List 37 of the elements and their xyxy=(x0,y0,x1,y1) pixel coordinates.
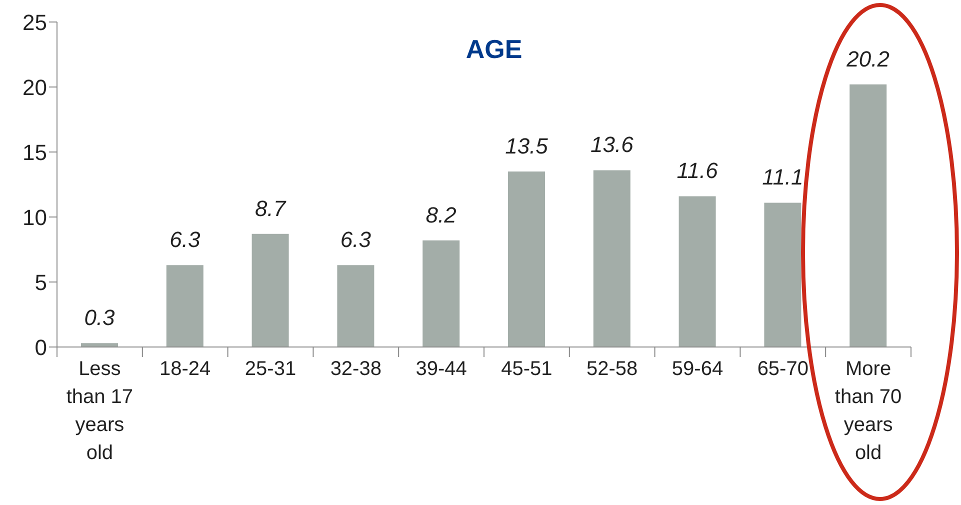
data-label: 6.3 xyxy=(170,227,201,252)
data-label: 20.2 xyxy=(846,46,890,72)
bar xyxy=(508,172,545,347)
x-tick-label: 39-44 xyxy=(416,358,467,380)
y-tick-label: 20 xyxy=(22,74,47,100)
data-label: 0.3 xyxy=(84,305,116,330)
data-label: 6.3 xyxy=(340,227,372,252)
data-label: 13.5 xyxy=(505,134,549,158)
bar xyxy=(678,196,716,347)
bar xyxy=(764,202,802,347)
data-label: 13.6 xyxy=(590,132,634,158)
data-label: 11.1 xyxy=(762,164,804,190)
bar xyxy=(593,170,630,347)
bar xyxy=(337,265,374,347)
bar xyxy=(81,343,118,347)
y-tick-label: 15 xyxy=(22,140,47,165)
x-tick-label: 25-31 xyxy=(244,358,296,380)
text: AGE xyxy=(466,34,522,64)
x-tick-label: 52-58 xyxy=(586,358,638,380)
x-tick-label: 59-64 xyxy=(672,358,724,380)
bar xyxy=(252,234,289,347)
bar xyxy=(850,84,887,347)
bar xyxy=(166,265,204,347)
x-tick-label: Less than 17 years old xyxy=(66,358,134,464)
x-tick-label: More than 70 years old xyxy=(834,358,902,464)
y-tick-label: 25 xyxy=(22,10,47,35)
y-tick-label: 0 xyxy=(34,334,47,360)
y-tick-label: 5 xyxy=(34,270,47,295)
y-tick-label: 10 xyxy=(22,204,47,230)
data-label: 8.7 xyxy=(255,196,286,221)
x-tick-label: 45-51 xyxy=(501,358,552,380)
data-label: 8.2 xyxy=(426,202,456,228)
data-label: 11.6 xyxy=(676,158,719,184)
x-tick-label: 65-70 xyxy=(757,358,808,380)
x-tick-label: 18-24 xyxy=(160,358,211,380)
x-tick-label: 32-38 xyxy=(330,358,382,380)
bar xyxy=(422,240,460,347)
